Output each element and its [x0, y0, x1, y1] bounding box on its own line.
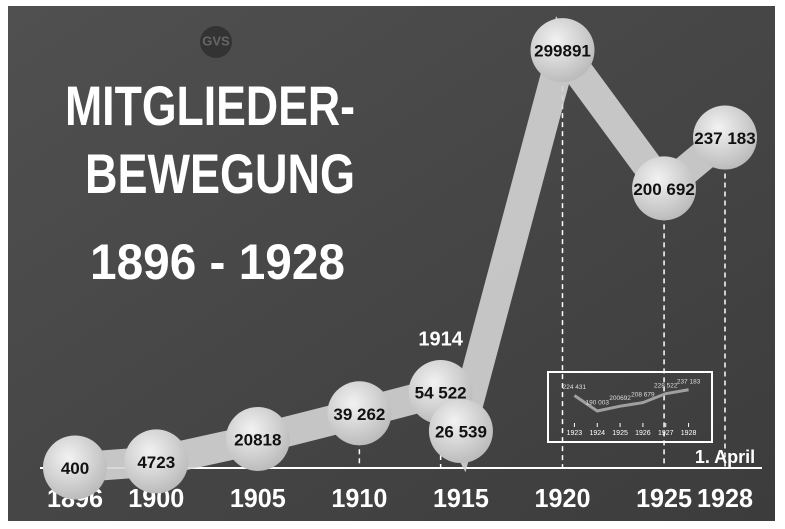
value-label: 200 692	[633, 180, 694, 199]
x-tick-label: 1925	[636, 483, 692, 513]
value-label: 20818	[234, 430, 281, 449]
logo: GVS	[202, 33, 230, 48]
annotation: 1. April	[695, 447, 755, 467]
inset-value-label: 237 183	[677, 378, 701, 385]
point	[632, 156, 697, 221]
subtitle: 1896 - 1928	[90, 234, 345, 290]
title-line: BEWEGUNG	[85, 142, 355, 205]
value-label: 26 539	[435, 423, 487, 442]
value-label: 4723	[137, 453, 175, 472]
inset-line	[573, 388, 689, 413]
x-tick-label: 1905	[230, 483, 286, 513]
value-label: 39 262	[333, 405, 385, 424]
inset-value-label: 208 679	[631, 391, 655, 398]
x-tick-label: 1925	[612, 430, 628, 437]
x-tick-label: 1924	[589, 430, 605, 437]
x-tick-label: 1928	[697, 483, 753, 513]
x-tick-label: 1923	[567, 430, 583, 437]
point	[225, 406, 290, 471]
x-tick-label: 1928	[681, 430, 697, 437]
background	[8, 6, 775, 521]
point	[530, 18, 595, 83]
value-label: 400	[61, 459, 89, 478]
x-tick-label: 1915	[433, 483, 489, 513]
x-tick-label: 1926	[635, 430, 651, 437]
inset-value-label: 224 431	[563, 384, 587, 391]
logo-disc	[200, 26, 232, 58]
inset-value-label: 200692	[609, 395, 631, 402]
point	[428, 399, 493, 464]
x-tick-label: 1910	[331, 483, 387, 513]
point	[693, 105, 757, 170]
value-label: 54 522	[415, 384, 467, 403]
inset-value-label: 228 522	[654, 382, 678, 389]
value-label: 299891	[534, 42, 591, 61]
point	[124, 429, 189, 494]
value-label: 237 183	[694, 129, 755, 148]
point	[327, 381, 392, 446]
annotation: 1914	[418, 328, 463, 350]
x-tick-label: 1927	[658, 430, 674, 437]
point	[43, 435, 107, 500]
x-tick-label: 1920	[535, 483, 591, 513]
inset-value-label: 190 003	[586, 400, 610, 407]
inset-frame	[547, 371, 713, 443]
title-line: MITGLIEDER-	[65, 74, 355, 137]
